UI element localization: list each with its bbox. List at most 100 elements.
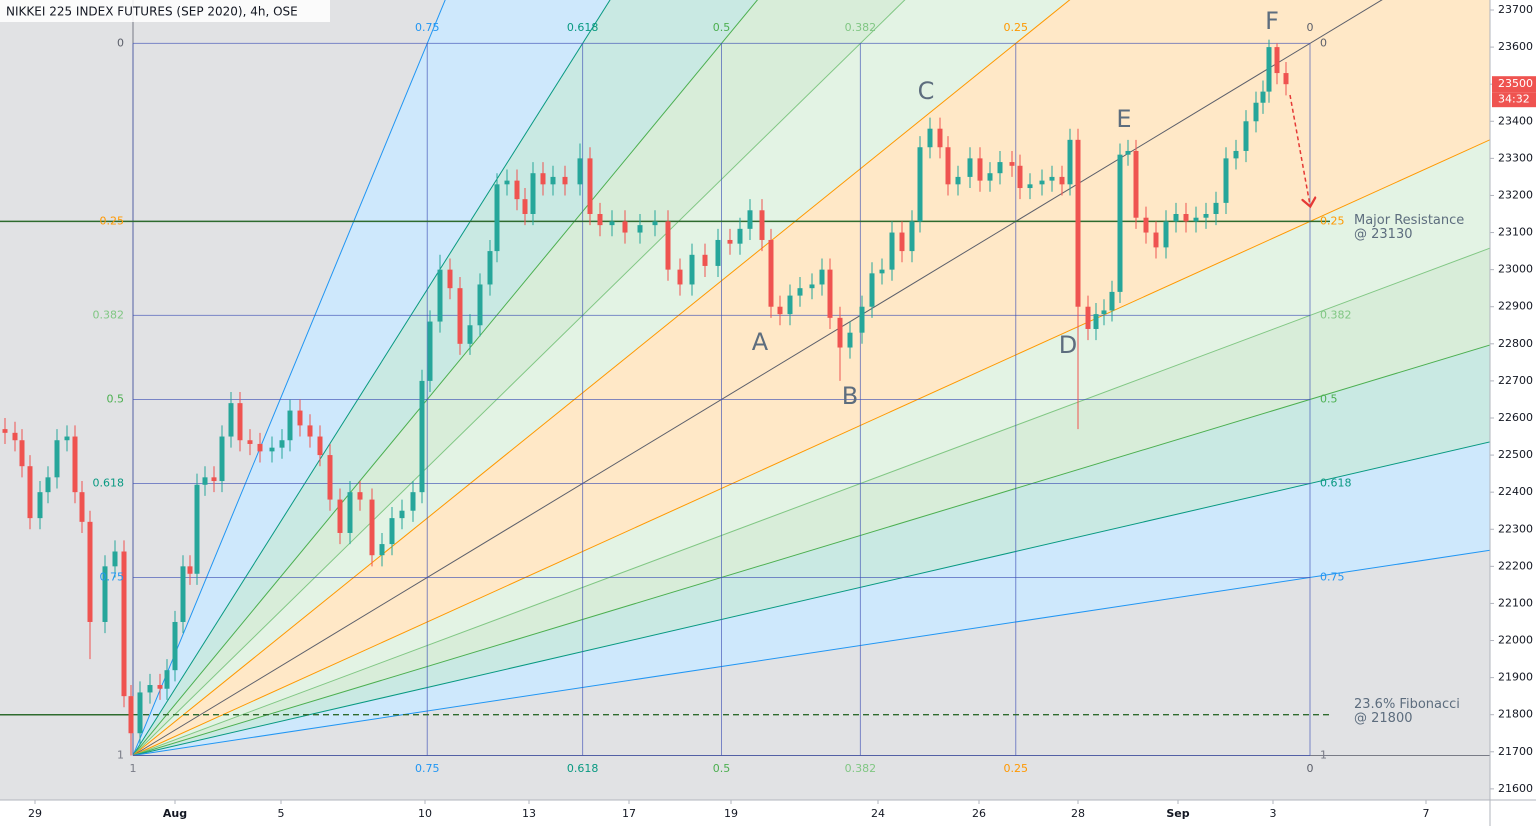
candle-body xyxy=(228,403,234,437)
candle-body xyxy=(597,214,603,226)
last-price-box xyxy=(1492,76,1536,93)
fan-level-label: 0 xyxy=(1307,21,1314,34)
chart-title: NIKKEI 225 INDEX FUTURES (SEP 2020), 4h,… xyxy=(6,5,298,19)
fan-level-label: 0.382 xyxy=(845,762,877,775)
candle-body xyxy=(1039,180,1045,185)
candle-body xyxy=(637,225,643,233)
candle-body xyxy=(809,284,815,289)
candle-body xyxy=(1173,214,1179,222)
fan-level-label: 0.618 xyxy=(567,21,599,34)
candle-body xyxy=(37,492,43,519)
candle-body xyxy=(389,518,395,545)
fan-level-label: 0 xyxy=(117,36,124,49)
y-tick-label: 22700 xyxy=(1498,374,1533,387)
candle-body xyxy=(369,499,375,556)
candle-body xyxy=(1109,291,1115,311)
candle-body xyxy=(279,440,285,448)
fan-level-label: 0.25 xyxy=(100,214,125,227)
candle-body xyxy=(211,477,217,482)
candle-body xyxy=(727,239,733,244)
y-tick-label: 23300 xyxy=(1498,151,1533,164)
x-tick-label: Aug xyxy=(163,807,187,820)
candle-body xyxy=(587,158,593,215)
wave-point-label: F xyxy=(1265,7,1279,35)
candle-body xyxy=(879,269,885,274)
candle-body xyxy=(1125,150,1131,155)
candle-body xyxy=(157,685,163,689)
candle-body xyxy=(45,477,51,493)
candle-body xyxy=(257,443,263,452)
candle-body xyxy=(1143,217,1149,233)
fan-outside xyxy=(0,0,133,800)
y-tick-label: 23600 xyxy=(1498,40,1533,53)
candle-body xyxy=(27,466,33,519)
candle-body xyxy=(977,158,983,181)
candle-body xyxy=(487,251,493,285)
fan-level-label: 0.5 xyxy=(713,21,731,34)
candle-body xyxy=(1233,150,1239,159)
candle-body xyxy=(1101,310,1107,315)
wave-point-label: D xyxy=(1059,331,1077,359)
candle-body xyxy=(937,128,943,148)
resistance-label: Major Resistance xyxy=(1354,213,1464,228)
wave-point-label: A xyxy=(752,328,769,356)
candle-body xyxy=(514,180,520,200)
candle-body xyxy=(622,221,628,233)
candle-body xyxy=(399,510,405,519)
x-tick-label: 5 xyxy=(278,807,285,820)
y-tick-label: 21800 xyxy=(1498,708,1533,721)
candle-body xyxy=(337,499,343,533)
candle-body xyxy=(827,269,833,318)
candle-body xyxy=(327,455,333,500)
candle-body xyxy=(79,492,85,522)
candle-body xyxy=(1193,217,1199,222)
candle-body xyxy=(927,128,933,148)
wave-point-label: E xyxy=(1116,105,1131,133)
candle-body xyxy=(467,325,473,344)
fan-level-label: 1 xyxy=(130,762,137,775)
candle-body xyxy=(677,269,683,285)
candle-body xyxy=(945,147,951,185)
candle-body xyxy=(147,685,153,693)
candle-body xyxy=(172,621,178,671)
candle-body xyxy=(219,436,225,482)
fan-level-label: 0.75 xyxy=(1320,570,1345,583)
candle-body xyxy=(269,447,275,452)
candle-body xyxy=(759,210,765,240)
candle-body xyxy=(72,436,78,493)
candle-body xyxy=(550,176,556,185)
candle-body xyxy=(1283,73,1289,85)
candle-body xyxy=(112,551,118,567)
candle-body xyxy=(869,273,875,307)
fan-level-label: 0.382 xyxy=(93,308,125,321)
candle-body xyxy=(747,210,753,229)
x-tick-label: 24 xyxy=(871,807,885,820)
candle-body xyxy=(1017,165,1023,189)
fan-level-label: 0.5 xyxy=(107,392,125,405)
y-tick-label: 22200 xyxy=(1498,559,1533,572)
y-tick-label: 22400 xyxy=(1498,485,1533,498)
candle-body xyxy=(87,521,93,622)
support-label: @ 21800 xyxy=(1354,711,1413,726)
candle-body xyxy=(137,692,143,734)
candle-body xyxy=(347,492,353,533)
candle-body xyxy=(1203,214,1209,218)
x-tick-label: 13 xyxy=(522,807,536,820)
y-tick-label: 22500 xyxy=(1498,448,1533,461)
candle-body xyxy=(247,440,253,444)
y-tick-label: 23700 xyxy=(1498,3,1533,16)
candle-body xyxy=(847,332,853,348)
y-tick-label: 22300 xyxy=(1498,522,1533,535)
candle-body xyxy=(437,269,443,322)
candle-body xyxy=(504,180,510,185)
candle-body xyxy=(1183,214,1189,222)
candle-body xyxy=(419,380,425,493)
x-tick-label: 29 xyxy=(28,807,42,820)
fan-level-label: 1 xyxy=(1320,748,1327,761)
candle-body xyxy=(317,436,323,456)
fan-level-label: 0.75 xyxy=(100,570,125,583)
candle-body xyxy=(530,173,536,215)
fan-level-label: 0.382 xyxy=(1320,308,1352,321)
